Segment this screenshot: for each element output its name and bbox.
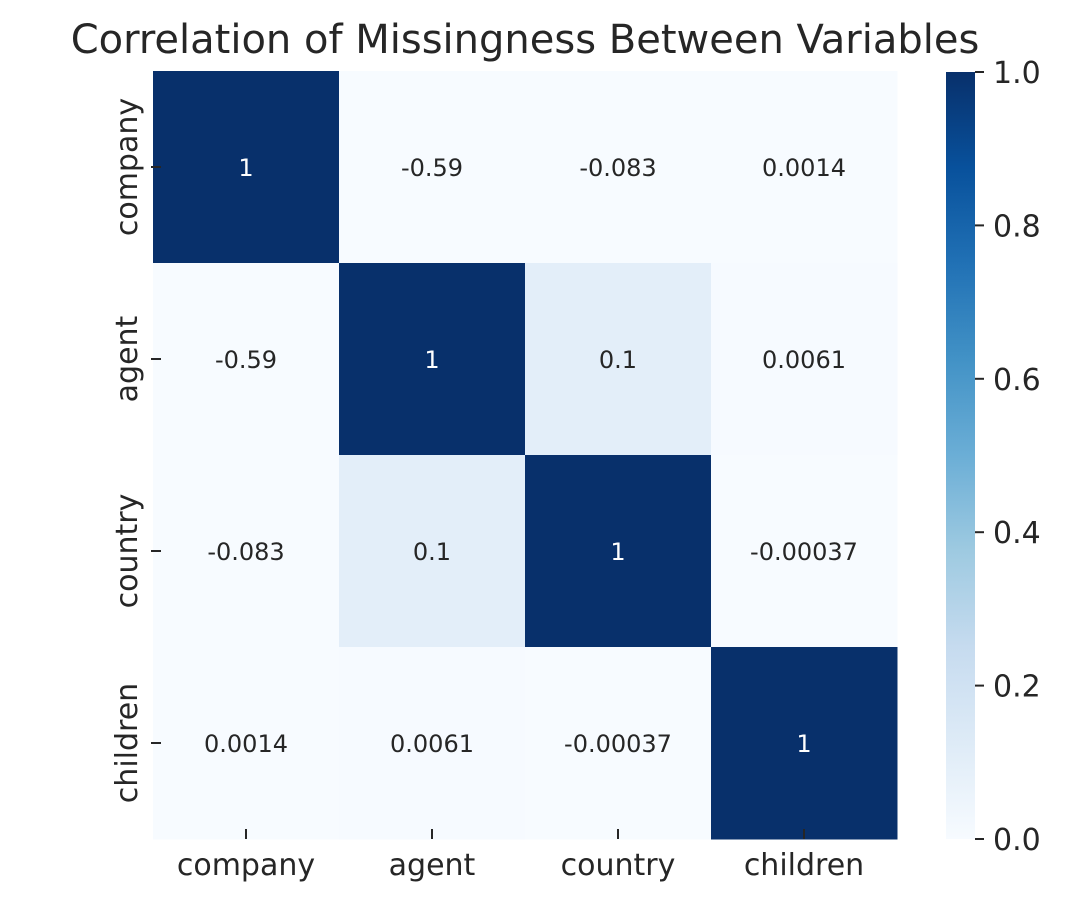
y-tick-label: children	[110, 683, 145, 803]
heatmap-cell	[153, 71, 340, 264]
y-tick-label: company	[110, 98, 145, 236]
cell-value-label: -0.00037	[750, 538, 858, 566]
heatmap-cell	[711, 71, 898, 264]
heatmap-cells: 1 -0.59 -0.083 0.0014 -0.59 1 0.1 0.0061 -0.083 0…	[153, 71, 898, 840]
heatmap-cell	[711, 263, 898, 456]
heatmap-cell	[525, 455, 712, 648]
colorbar-tick-label: 0.2	[993, 670, 1041, 705]
colorbar-tick-label: 0.4	[993, 516, 1041, 551]
colorbar-tick-label: 0.6	[993, 363, 1041, 398]
y-axis: company agent country children	[110, 98, 161, 803]
heatmap-cell	[153, 647, 340, 840]
x-tick-label: company	[177, 848, 315, 883]
colorbar-tick-label: 1.0	[993, 56, 1041, 91]
colorbar-tick-label: 0.0	[993, 823, 1041, 858]
cell-value-label: -0.083	[207, 538, 284, 566]
cell-value-label: 1	[610, 538, 625, 566]
heatmap-cell	[525, 647, 712, 840]
heatmap-cell	[711, 647, 898, 840]
cell-value-label: 0.1	[413, 538, 451, 566]
cell-value-label: 1	[424, 346, 439, 374]
y-tick-label: country	[110, 494, 145, 609]
cell-value-label: -0.083	[579, 154, 656, 182]
cell-value-label: -0.00037	[564, 730, 672, 758]
chart-title: Correlation of Missingness Between Varia…	[71, 17, 980, 63]
x-tick-label: country	[561, 848, 676, 883]
cell-value-label: -0.59	[215, 346, 277, 374]
cell-value-label: 0.0061	[762, 346, 846, 374]
x-tick-label: agent	[389, 848, 476, 883]
cell-value-label: 0.0014	[204, 730, 288, 758]
heatmap-cell	[339, 455, 526, 648]
colorbar: 0.0 0.2 0.4 0.6 0.8 1.0	[946, 56, 1041, 858]
cell-value-label: 1	[796, 730, 811, 758]
cell-value-label: 0.1	[599, 346, 637, 374]
heatmap-cell	[153, 455, 340, 648]
cell-value-label: 1	[238, 154, 253, 182]
heatmap-cell	[339, 263, 526, 456]
cell-value-label: 0.0014	[762, 154, 846, 182]
heatmap-cell	[339, 647, 526, 840]
colorbar-gradient	[946, 72, 975, 839]
heatmap-cell	[525, 263, 712, 456]
heatmap-cell	[153, 263, 340, 456]
x-axis: company agent country children	[177, 829, 864, 883]
heatmap-cell	[525, 71, 712, 264]
cell-value-label: -0.59	[401, 154, 463, 182]
cell-value-label: 0.0061	[390, 730, 474, 758]
colorbar-tick-label: 0.8	[993, 209, 1041, 244]
heatmap-cell	[339, 71, 526, 264]
y-tick-label: agent	[110, 315, 145, 402]
heatmap-cell	[711, 455, 898, 648]
x-tick-label: children	[744, 848, 864, 883]
